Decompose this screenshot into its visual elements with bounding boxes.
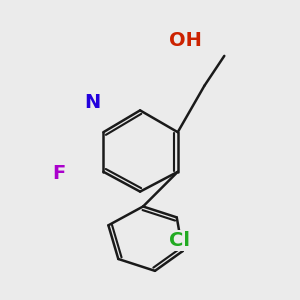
Text: Cl: Cl [169, 231, 190, 250]
Text: N: N [84, 93, 100, 112]
Text: F: F [53, 164, 66, 183]
Text: OH: OH [169, 31, 202, 50]
